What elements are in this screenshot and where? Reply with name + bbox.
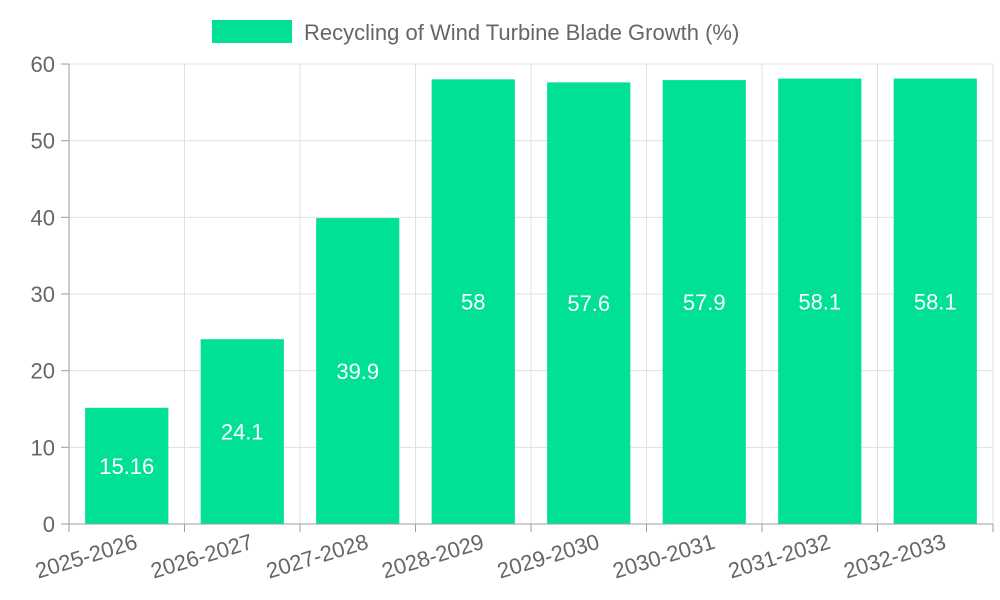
x-tick-label: 2032-2033	[841, 529, 949, 584]
x-tick-label: 2027-2028	[263, 529, 371, 584]
bar[interactable]	[893, 78, 977, 525]
y-axis-ticks: 0 10 20 30 40 50 60	[31, 52, 69, 537]
y-tick-label: 60	[31, 52, 55, 77]
bar[interactable]	[662, 80, 746, 524]
x-axis-ticks: 2025-2026 2026-2027 2027-2028 2028-2029 2029…	[32, 524, 994, 584]
y-tick-label: 50	[31, 129, 55, 154]
axes	[68, 64, 993, 525]
x-tick-label: 2029-2030	[494, 529, 602, 584]
x-tick-label: 2030-2031	[610, 529, 718, 584]
bar-value-label: 15.16	[99, 454, 154, 479]
bars: 15.16 24.1 39.9 58 57.6 57.9 58.1 58.1	[85, 78, 977, 525]
bar[interactable]	[431, 79, 515, 524]
x-tick-label: 2026-2027	[148, 529, 256, 584]
bar-value-label: 58.1	[914, 289, 957, 314]
legend[interactable]: Recycling of Wind Turbine Blade Growth (…	[212, 20, 739, 45]
x-tick-label: 2028-2029	[379, 529, 487, 584]
bar[interactable]	[547, 82, 631, 525]
y-tick-label: 10	[31, 435, 55, 460]
bar[interactable]	[778, 78, 862, 525]
y-tick-label: 30	[31, 282, 55, 307]
legend-label[interactable]: Recycling of Wind Turbine Blade Growth (…	[304, 20, 739, 45]
bar-value-label: 24.1	[221, 420, 264, 445]
bar-value-label: 58.1	[798, 289, 841, 314]
bar-value-label: 57.6	[567, 291, 610, 316]
x-tick-label: 2031-2032	[725, 529, 833, 584]
bar[interactable]	[85, 407, 169, 524]
y-tick-label: 0	[43, 512, 55, 537]
y-tick-label: 40	[31, 205, 55, 230]
y-tick-label: 20	[31, 359, 55, 384]
bar-value-label: 57.9	[683, 290, 726, 315]
bar-value-label: 39.9	[336, 359, 379, 384]
bar-value-label: 58	[461, 290, 485, 315]
legend-swatch[interactable]	[212, 20, 292, 43]
bar[interactable]	[200, 339, 284, 524]
bar[interactable]	[316, 218, 400, 524]
x-tick-label: 2025-2026	[32, 529, 140, 584]
